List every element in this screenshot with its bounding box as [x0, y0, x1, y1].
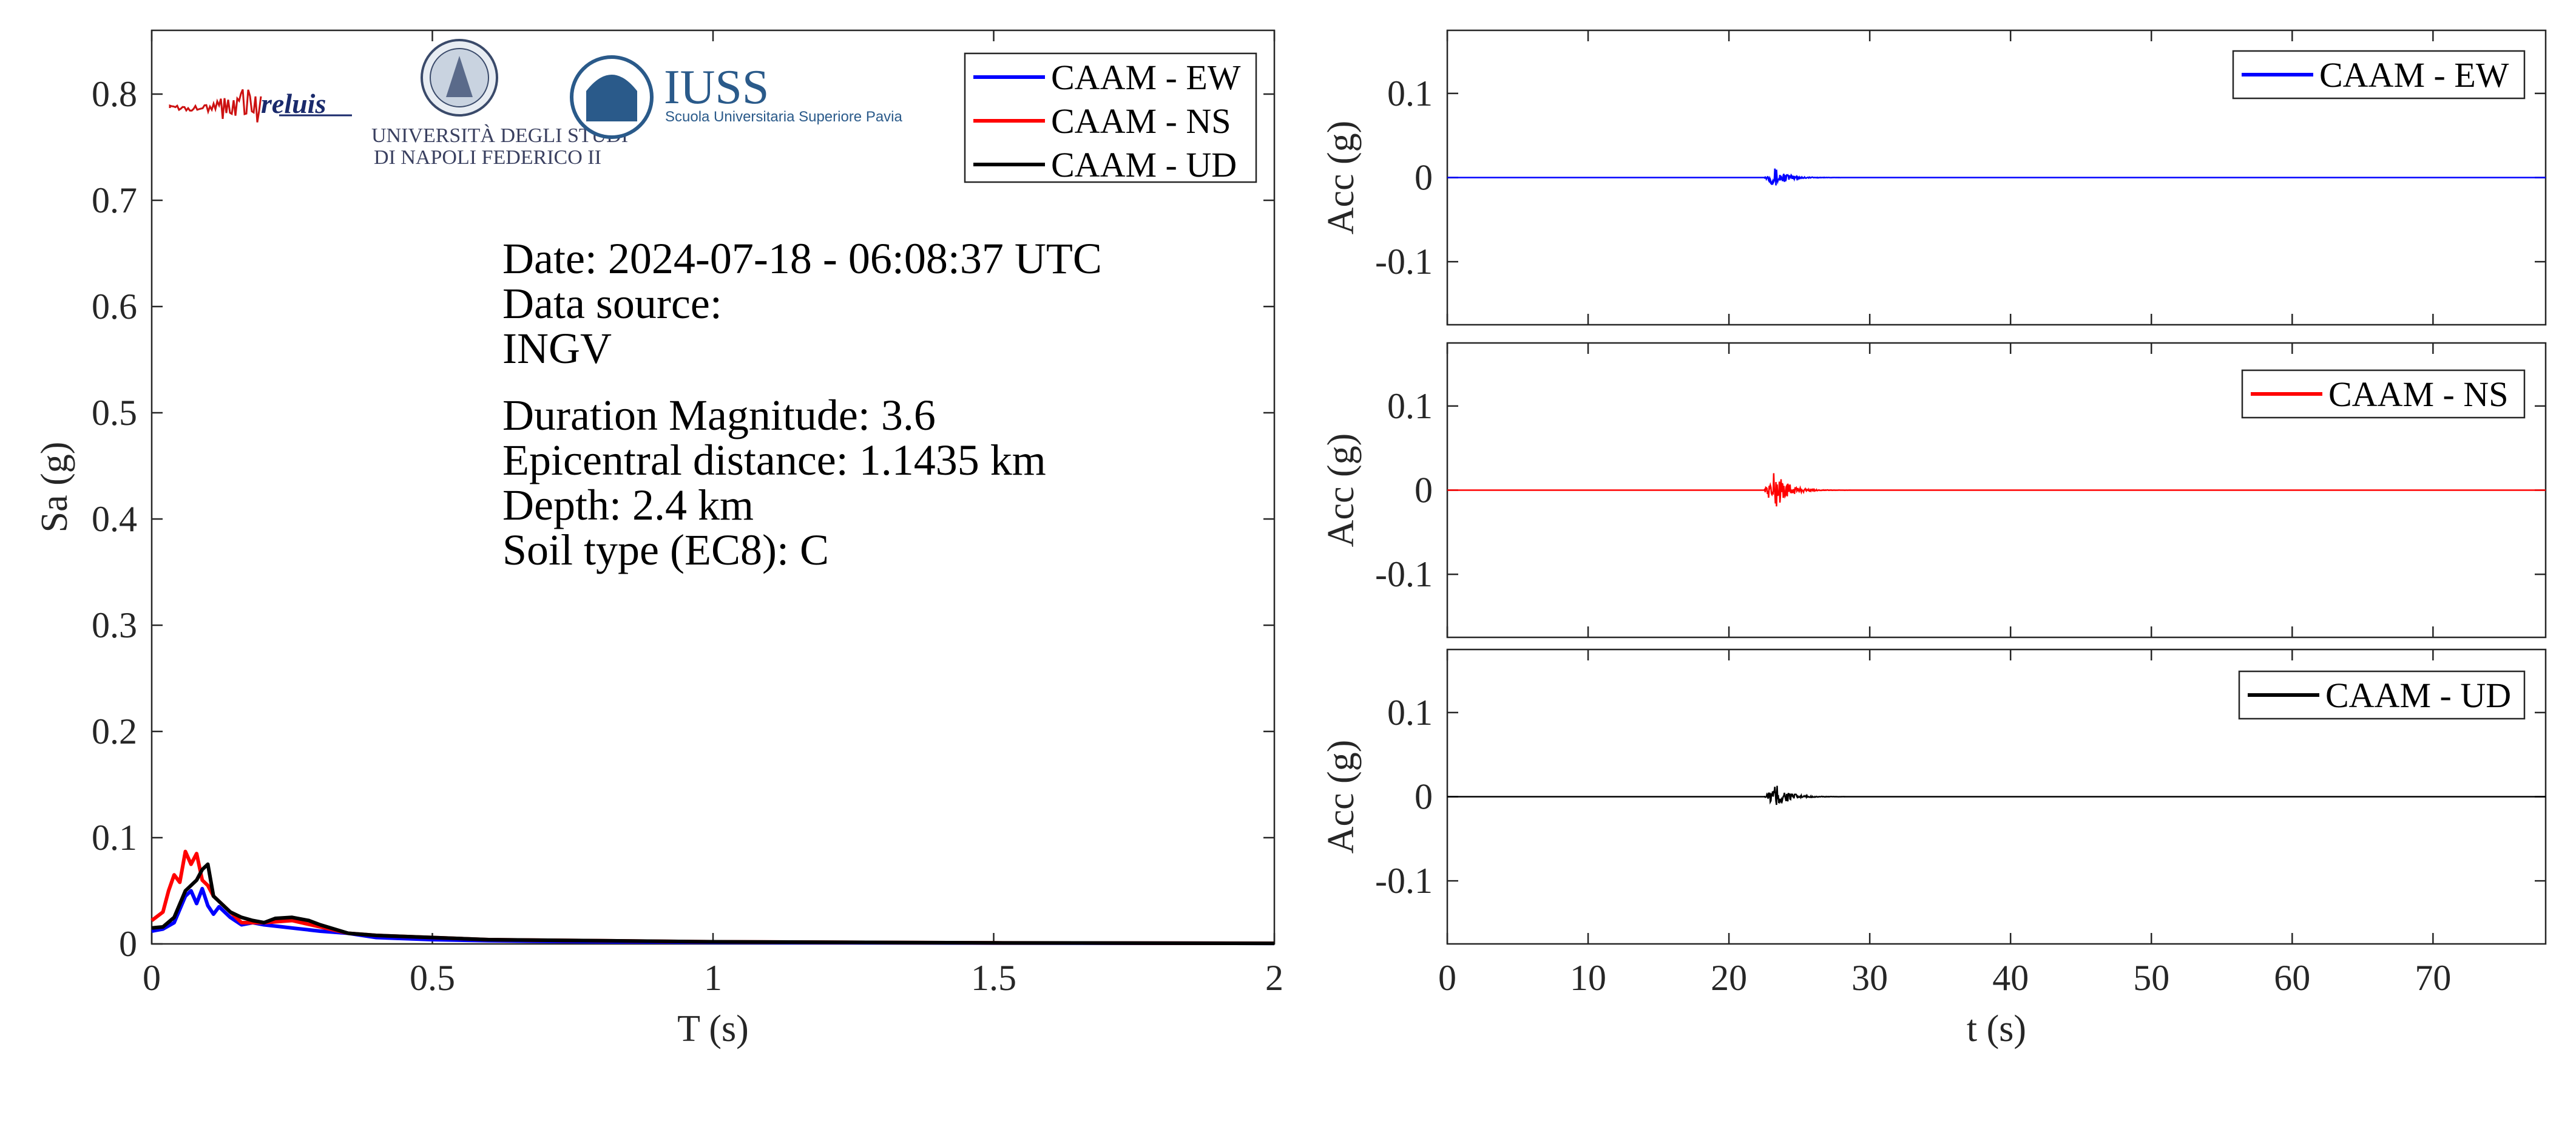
ew-timehistory-chart: -0.1 0 0.1 Acc (g) CAAM - EW	[1320, 29, 2547, 326]
ns-timehistory-chart: -0.1 0 0.1 Acc (g) CAAM - NS	[1320, 342, 2547, 639]
y-axis-label: Acc (g)	[1320, 121, 1362, 235]
y-tick-label: 0.2	[92, 711, 137, 751]
iuss-logo-subtitle: Scuola Universitaria Superiore Pavia	[665, 109, 903, 125]
info-soil: Soil type (EC8): C	[502, 526, 829, 574]
x-tick-label: 50	[2133, 958, 2169, 998]
y-tick-label: 0	[1415, 777, 1433, 817]
y-tick-label: -0.1	[1375, 242, 1433, 282]
y-axis-label: Acc (g)	[1320, 740, 1362, 854]
legend-label: CAAM - NS	[2328, 375, 2509, 414]
y-tick-label: 0	[119, 924, 137, 964]
series-line-ew	[1447, 168, 2546, 186]
unina-logo: UNIVERSITÀ DEGLI STUDI DI NAPOLI FEDERIC…	[371, 39, 628, 169]
y-tick-label: 0.3	[92, 605, 137, 645]
info-depth: Depth: 2.4 km	[502, 481, 754, 529]
x-tick-label: 40	[1992, 958, 2029, 998]
ud-timehistory-chart: -0.1 0 0.1 0 10 20 30 40 50 60 70 t (s) Acc (g) CAAM …	[1320, 648, 2547, 1050]
legend-box	[964, 52, 1257, 183]
series-line-ns	[1447, 473, 2546, 507]
x-tick-label: 2	[1265, 958, 1283, 998]
x-tick-label: 1	[704, 958, 722, 998]
y-tick-label: 0.1	[1387, 693, 1433, 733]
x-tick-label: 1.5	[971, 958, 1016, 998]
x-tick-label: 0	[1438, 958, 1456, 998]
unina-logo-line2: DI NAPOLI FEDERICO II	[374, 146, 601, 169]
x-tick-label: 20	[1711, 958, 1747, 998]
y-tick-label: 0.6	[92, 287, 137, 327]
y-tick-label: 0.7	[92, 180, 137, 220]
legend-label: CAAM - UD	[1051, 145, 1237, 185]
reluis-logo: reluis	[169, 88, 352, 123]
legend-label: CAAM - EW	[1051, 58, 1241, 97]
y-tick-label: -0.1	[1375, 861, 1433, 901]
x-tick-label: 10	[1570, 958, 1606, 998]
y-tick-label: 0	[1415, 158, 1433, 198]
y-axis-label: Acc (g)	[1320, 433, 1362, 548]
info-source-value: INGV	[502, 324, 612, 373]
x-axis-label: T (s)	[677, 1008, 749, 1050]
spectrum-chart: 0 0.1 0.2 0.3 0.4 0.5 0.6 0.7 0.8 0 0.5 1 1.5 2 T (s) S…	[34, 29, 1283, 1050]
y-tick-label: 0.1	[1387, 386, 1433, 426]
info-distance: Epicentral distance: 1.1435 km	[502, 436, 1046, 484]
y-tick-label: 0.5	[92, 393, 137, 433]
y-tick-label: 0	[1415, 470, 1433, 510]
y-tick-label: 0.1	[1387, 73, 1433, 114]
x-axis-label: t (s)	[1967, 1008, 2026, 1050]
x-tick-label: 60	[2274, 958, 2310, 998]
y-tick-label: 0.8	[92, 74, 137, 114]
y-tick-label: -0.1	[1375, 554, 1433, 594]
x-tick-label: 0.5	[410, 958, 455, 998]
info-source-label: Data source:	[502, 279, 722, 328]
series-line-ud	[1447, 785, 2546, 805]
iuss-logo-title: IUSS	[664, 61, 769, 114]
series-line-ud	[151, 862, 1275, 946]
info-magnitude: Duration Magnitude: 3.6	[502, 391, 936, 439]
y-tick-label: 0.1	[92, 818, 137, 858]
legend-label: CAAM - EW	[2319, 55, 2509, 95]
reluis-logo-text: reluis	[261, 88, 326, 119]
y-tick-label: 0.4	[92, 499, 137, 539]
iuss-logo: IUSS Scuola Universitaria Superiore Pavi…	[570, 55, 903, 139]
legend-label: CAAM - UD	[2325, 676, 2511, 715]
info-date: Date: 2024-07-18 - 06:08:37 UTC	[502, 234, 1102, 283]
x-tick-label: 0	[143, 958, 161, 998]
y-axis-label: Sa (g)	[34, 442, 75, 533]
x-tick-label: 70	[2415, 958, 2451, 998]
x-tick-label: 30	[1851, 958, 1888, 998]
legend-label: CAAM - NS	[1051, 101, 1231, 141]
